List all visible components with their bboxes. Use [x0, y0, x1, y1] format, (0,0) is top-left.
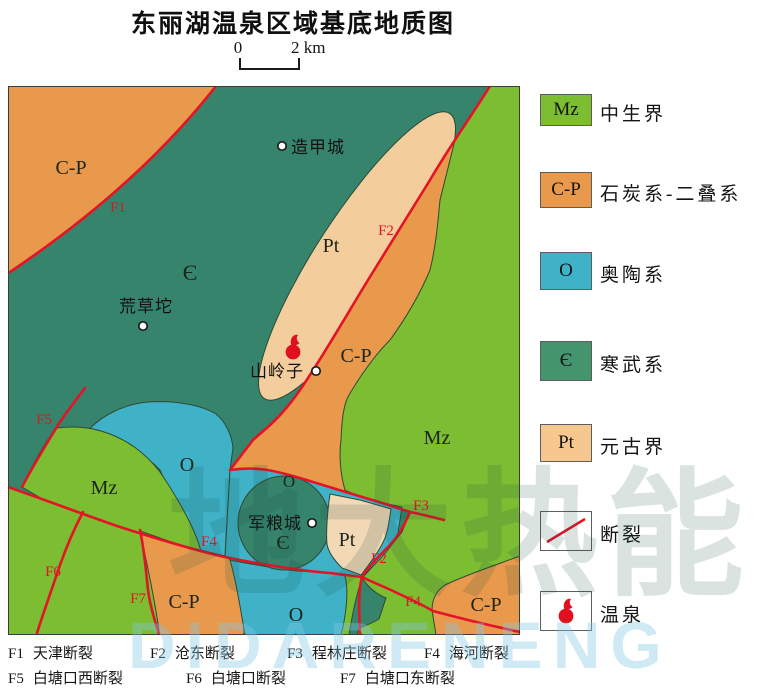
fault-index-f2: F2 沧东断裂	[150, 642, 235, 663]
hot-spring-drop	[285, 344, 301, 360]
region-label-pt-north: Pt	[323, 235, 340, 257]
fault-id: F3	[287, 646, 303, 662]
hot-spring-icon	[558, 598, 574, 624]
fault-line-f2-upper	[228, 86, 492, 472]
region-label-o-south: O	[289, 604, 303, 626]
fault-line-f7	[138, 528, 161, 635]
place-labels: 造甲城 荒草坨 山岭子 军粮城	[119, 138, 345, 533]
fault-lines	[8, 86, 520, 635]
hot-spring-icon	[285, 334, 301, 360]
legend-label-fault: 断裂	[600, 525, 645, 546]
legend-swatch-mz: Mz	[540, 94, 592, 126]
scale-zero-label: 0	[233, 38, 243, 57]
fault-name: 白塘口东断裂	[364, 671, 455, 687]
legend-swatch-o: O	[540, 252, 592, 290]
fault-labels: F1 F2 F5 F3 F4 F2 F6 F7 F4	[36, 200, 429, 610]
region-label-mz-southwest: Mz	[91, 477, 118, 499]
legend-label-carboniferous-permian: 石炭系-二叠系	[600, 184, 742, 205]
region-pt-junliangcheng	[326, 493, 392, 576]
region-label-cp-southeast: C-P	[470, 594, 501, 616]
fault-name: 沧东断裂	[174, 646, 235, 662]
legend-swatch-pt: Pt	[540, 424, 592, 462]
region-label-cambrian-junliangcheng: Є	[276, 532, 289, 554]
fault-mark-f1: F1	[110, 200, 126, 216]
place-label-zaojiacheng: 造甲城	[291, 138, 345, 157]
fault-id: F5	[8, 671, 24, 687]
page-title: 东丽湖温泉区域基底地质图	[130, 11, 455, 38]
region-label-cp-central: C-P	[340, 345, 371, 367]
fault-id: F7	[340, 671, 356, 687]
fault-mark-f7: F7	[130, 591, 146, 607]
fault-mark-f4-west: F4	[201, 534, 217, 550]
fault-line-f3	[228, 467, 446, 522]
region-label-o-west: O	[180, 454, 194, 476]
fault-mark-f2: F2	[378, 223, 394, 239]
fault-line-f1	[8, 86, 218, 274]
fault-name: 海河断裂	[448, 646, 509, 662]
place-marker-shanlingzi	[310, 365, 322, 377]
legend-label-cambrian: 寒武系	[600, 355, 667, 376]
fault-index-f1: F1 天津断裂	[8, 642, 93, 663]
fault-index-f6: F6 白塘口断裂	[186, 667, 286, 688]
region-label-cp-northwest: C-P	[55, 157, 86, 179]
fault-mark-f6: F6	[45, 564, 61, 580]
fault-index-f4: F4 海河断裂	[424, 642, 509, 663]
fault-index-f3: F3 程林庄断裂	[287, 642, 387, 663]
fault-name: 程林庄断裂	[311, 646, 387, 662]
region-label-o-junliangcheng: O	[283, 472, 295, 491]
region-label-pt-junliangcheng: Pt	[339, 529, 356, 551]
geological-map: F1 F2 F5 F3 F4 F2 F6 F7 F4 C-P Є Pt C-P …	[8, 86, 520, 635]
fault-name: 白塘口断裂	[210, 671, 286, 687]
legend-symbol-o: O	[559, 260, 573, 281]
fault-line-f2-lower	[357, 510, 412, 635]
fault-name: 天津断裂	[32, 646, 93, 662]
fault-id: F1	[8, 646, 24, 662]
region-labels: C-P Є Pt C-P Mz O Mz O Є Pt C-P O C-P	[55, 157, 501, 626]
fault-mark-f4-east: F4	[405, 594, 421, 610]
legend-swatch-fault	[540, 511, 592, 551]
legend-symbol-pt: Pt	[558, 432, 574, 453]
fault-mark-f5: F5	[36, 412, 52, 428]
place-marker-zaojiacheng	[276, 140, 288, 152]
fault-id: F6	[186, 671, 202, 687]
legend-label-proterozoic: 元古界	[600, 437, 667, 458]
legend-symbol-cambrian: Є	[559, 350, 573, 371]
region-label-cp-south: C-P	[168, 591, 199, 613]
legend-label-ordovician: 奥陶系	[600, 265, 667, 286]
region-label-cambrian-north: Є	[183, 260, 198, 285]
fault-index-f5: F5 白塘口西断裂	[8, 667, 123, 688]
fault-mark-f3: F3	[413, 498, 429, 514]
place-marker-junliangcheng	[306, 517, 318, 529]
hot-spring-tail	[290, 334, 300, 346]
legend-symbol-mz: Mz	[553, 99, 579, 120]
place-label-huangcaotuo: 荒草坨	[119, 297, 173, 316]
legend-swatch-cambrian: Є	[540, 341, 592, 381]
fault-line-f4	[8, 485, 520, 634]
scale-end-label: 2 km	[291, 38, 326, 57]
place-label-junliangcheng: 军粮城	[248, 514, 302, 533]
place-label-shanlingzi: 山岭子	[250, 362, 304, 381]
legend-label-mesozoic: 中生界	[600, 104, 667, 125]
legend-symbol-cp: C-P	[551, 179, 581, 200]
fault-index-f7: F7 白塘口东断裂	[340, 667, 455, 688]
region-label-mz-east: Mz	[424, 427, 451, 449]
legend-label-spring: 温泉	[600, 605, 645, 626]
legend-swatch-spring	[540, 591, 592, 631]
fault-id: F4	[424, 646, 440, 662]
fault-id: F2	[150, 646, 166, 662]
scale-bar-bracket	[239, 58, 300, 70]
fault-name: 白塘口西断裂	[32, 671, 123, 687]
fault-line-f6	[35, 510, 85, 635]
place-marker-huangcaotuo	[137, 320, 149, 332]
fault-mark-f2-lower: F2	[371, 551, 387, 567]
fault-line-f5	[20, 386, 87, 489]
legend-swatch-cp: C-P	[540, 172, 592, 208]
fault-line-icon	[546, 517, 586, 544]
